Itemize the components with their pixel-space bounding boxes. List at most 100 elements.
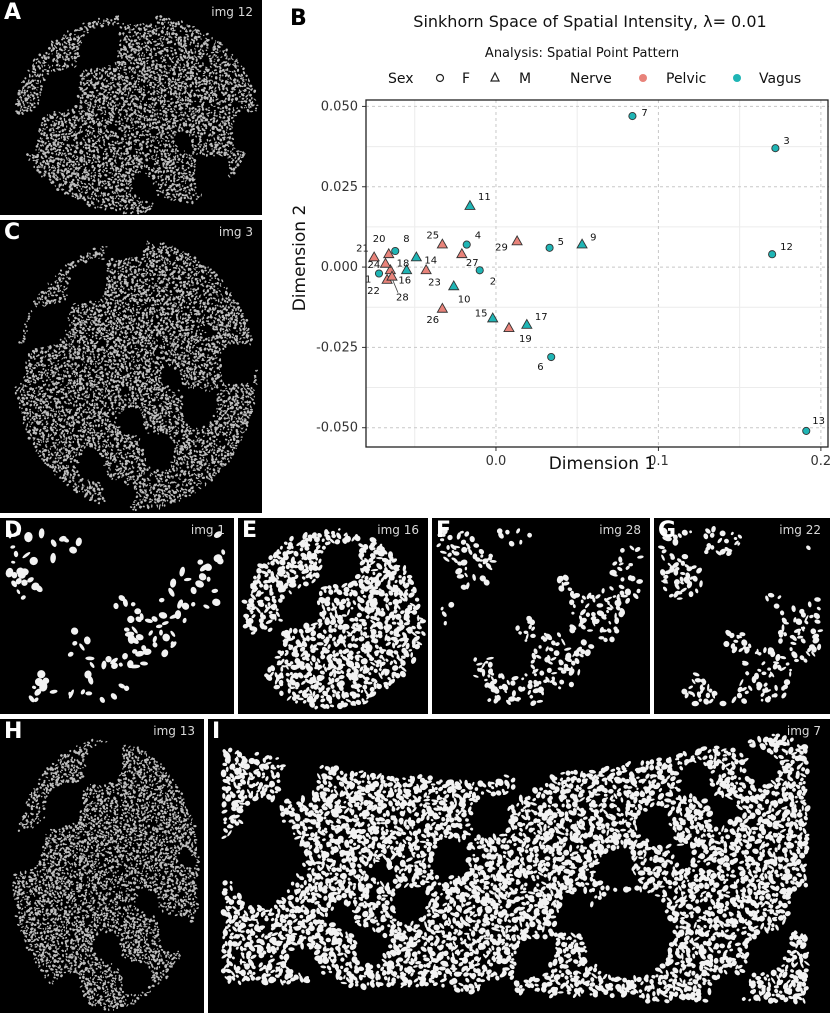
point-12 bbox=[768, 250, 777, 259]
chart-legend: Sex F M Nerve Pelvic Vagus bbox=[388, 71, 801, 87]
legend-title-sex: Sex bbox=[388, 71, 414, 87]
panel-letter-a: A bbox=[4, 0, 22, 25]
point-24 bbox=[379, 257, 392, 268]
image-label-h: img 13 bbox=[153, 724, 195, 738]
legend-key-pelvic bbox=[639, 74, 647, 82]
point-label-13: 13 bbox=[812, 416, 825, 427]
point-label-2: 2 bbox=[490, 276, 496, 287]
chart-subtitle: Analysis: Spatial Point Pattern bbox=[485, 46, 679, 61]
panel-b-chart: B Sinkhorn Space of Spatial Intensity, λ… bbox=[262, 0, 830, 513]
micrograph-img-1 bbox=[5, 528, 226, 703]
point-13 bbox=[802, 426, 811, 435]
image-label-c: img 3 bbox=[218, 225, 253, 239]
point-18 bbox=[400, 263, 413, 275]
point-27 bbox=[456, 247, 468, 259]
point-17 bbox=[521, 318, 533, 329]
panel-letter-f: F bbox=[436, 518, 452, 543]
point-label-22: 22 bbox=[367, 286, 380, 297]
y-axis-label: Dimension 2 bbox=[290, 205, 310, 312]
legend-key-vagus bbox=[733, 74, 741, 82]
chart-grid bbox=[366, 100, 829, 447]
panel-letter-b: B bbox=[290, 6, 307, 31]
legend-label-male: M bbox=[519, 71, 531, 87]
point-label-12: 12 bbox=[780, 242, 793, 253]
point-11 bbox=[464, 199, 476, 210]
point-label-15: 15 bbox=[475, 308, 488, 319]
image-label-d: img 1 bbox=[190, 523, 225, 537]
panel-letter-g: G bbox=[658, 518, 677, 543]
point-label-21: 21 bbox=[356, 243, 369, 254]
point-23 bbox=[420, 263, 432, 275]
panel-letter-d: D bbox=[4, 518, 23, 543]
image-label-f: img 28 bbox=[599, 523, 641, 537]
panel-letter-i: I bbox=[212, 719, 221, 744]
point-2 bbox=[475, 266, 484, 275]
legend-label-female: F bbox=[462, 71, 470, 87]
point-label-8: 8 bbox=[403, 234, 409, 245]
micrograph-img-12 bbox=[14, 15, 259, 215]
legend-label-pelvic: Pelvic bbox=[666, 71, 706, 87]
micrograph-img-28 bbox=[436, 526, 644, 706]
point-25 bbox=[436, 238, 449, 249]
point-10 bbox=[447, 280, 460, 291]
micrograph-img-16 bbox=[241, 528, 426, 710]
panel-e-image: E img 16 bbox=[238, 518, 428, 714]
micrograph-img-22 bbox=[658, 525, 824, 707]
point-label-29: 29 bbox=[495, 242, 508, 253]
point-20 bbox=[382, 247, 395, 259]
x-tick-label: 0.0 bbox=[486, 454, 507, 469]
point-label-19: 19 bbox=[519, 334, 532, 345]
y-tick-label: -0.050 bbox=[316, 421, 358, 436]
micrograph-img-13 bbox=[12, 738, 201, 1012]
legend-label-vagus: Vagus bbox=[759, 71, 801, 87]
panel-c-image: C img 3 bbox=[0, 220, 262, 513]
point-label-4: 4 bbox=[475, 231, 481, 242]
point-label-3: 3 bbox=[783, 136, 789, 147]
micrograph-img-3 bbox=[14, 240, 258, 512]
point-label-11: 11 bbox=[478, 192, 491, 203]
x-tick-label: 0.1 bbox=[648, 454, 669, 469]
point-label-25: 25 bbox=[426, 231, 439, 242]
x-axis-label: Dimension 1 bbox=[549, 454, 656, 474]
y-tick-label: 0.000 bbox=[321, 260, 358, 275]
point-label-23: 23 bbox=[428, 277, 441, 288]
point-9 bbox=[576, 238, 588, 249]
point-28 bbox=[386, 270, 398, 281]
point-label-17: 17 bbox=[535, 312, 548, 323]
panel-i-image: I img 7 bbox=[208, 719, 830, 1013]
panel-letter-e: E bbox=[242, 518, 258, 543]
panel-g-image: G img 22 bbox=[654, 518, 830, 714]
point-label-26: 26 bbox=[426, 315, 439, 326]
image-label-g: img 22 bbox=[779, 523, 821, 537]
point-6 bbox=[547, 352, 556, 362]
point-label-1: 1 bbox=[365, 275, 371, 286]
point-19 bbox=[503, 321, 515, 332]
point-26 bbox=[436, 302, 449, 313]
point-label-9: 9 bbox=[590, 233, 596, 244]
image-label-e: img 16 bbox=[377, 523, 419, 537]
point-7 bbox=[628, 112, 637, 121]
panel-letter-h: H bbox=[4, 719, 23, 744]
panel-letter-c: C bbox=[4, 220, 21, 245]
point-label-18: 18 bbox=[397, 258, 410, 269]
point-label-5: 5 bbox=[558, 237, 564, 248]
leader-line-28 bbox=[392, 280, 399, 293]
point-label-7: 7 bbox=[641, 108, 647, 119]
panel-a-image: A img 12 bbox=[0, 0, 262, 215]
point-14 bbox=[410, 251, 423, 262]
image-label-i: img 7 bbox=[786, 724, 821, 738]
point-label-20: 20 bbox=[373, 234, 386, 245]
point-label-27: 27 bbox=[466, 258, 479, 269]
image-label-a: img 12 bbox=[211, 5, 253, 19]
micrograph-img-7 bbox=[220, 733, 811, 1005]
legend-key-male bbox=[490, 71, 500, 82]
point-29 bbox=[511, 235, 523, 246]
point-4 bbox=[462, 240, 471, 249]
chart-axis-ticks: 0.0 0.1 0.2 0.050 0.025 0.000 -0.025 -0.050 bbox=[316, 99, 830, 469]
plot-frame bbox=[365, 99, 829, 448]
panel-h-image: H img 13 bbox=[0, 719, 204, 1013]
point-label-10: 10 bbox=[458, 294, 471, 305]
y-tick-label: -0.025 bbox=[316, 340, 358, 355]
point-3 bbox=[771, 144, 780, 153]
